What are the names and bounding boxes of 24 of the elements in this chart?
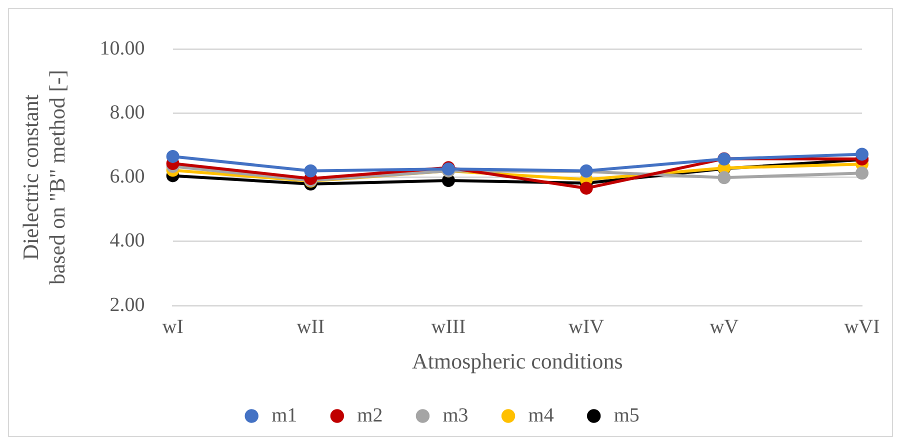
x-tick-label: wI — [162, 316, 184, 338]
legend-label: m3 — [442, 404, 468, 426]
x-tick-label: wV — [710, 316, 740, 338]
legend-label: m5 — [614, 404, 640, 426]
point — [718, 171, 731, 184]
legend-label: m4 — [528, 404, 554, 426]
legend-label: m1 — [272, 404, 298, 426]
x-axis-title: Atmospheric conditions — [412, 348, 623, 374]
x-tick-label: wII — [296, 316, 325, 338]
x-tick-label: wIV — [568, 316, 605, 338]
point — [166, 150, 180, 163]
x-tick-label: wVI — [844, 316, 880, 338]
y-tick-label: 6.00 — [110, 166, 145, 188]
legend-label: m2 — [357, 404, 383, 426]
point — [580, 182, 593, 195]
y-tick-label: 2.00 — [110, 294, 145, 316]
y-tick-label: 8.00 — [110, 101, 145, 124]
y-axis-title: Dielectric constant based on "B" method [-] — [18, 70, 70, 285]
point — [304, 164, 318, 178]
x-tick-label: wIII — [431, 316, 466, 338]
y-tick-label: 10.00 — [100, 37, 145, 60]
point — [856, 148, 868, 161]
point — [856, 166, 868, 180]
y-tick-label: 4.00 — [110, 230, 145, 252]
